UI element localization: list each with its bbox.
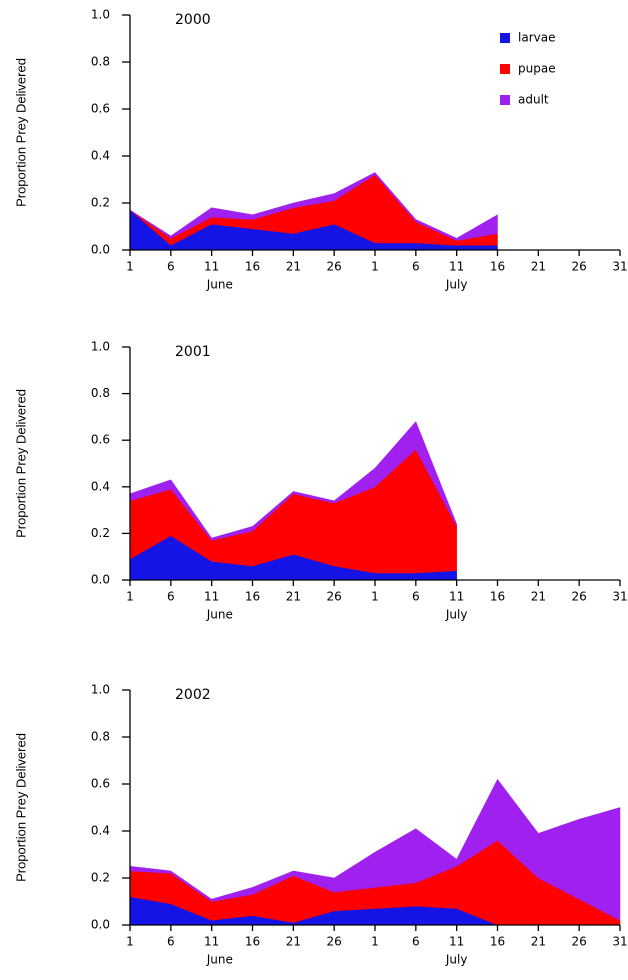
x-tick-label: 26 (572, 935, 587, 949)
y-tick-label: 0.4 (91, 824, 110, 838)
x-tick-label: 6 (412, 590, 420, 604)
area-adult (129, 421, 457, 541)
legend-label: larvae (518, 31, 555, 45)
x-tick-label: 31 (612, 590, 627, 604)
x-tick-label: 26 (572, 590, 587, 604)
x-tick-label: 6 (412, 935, 420, 949)
y-tick-label: 0.0 (91, 573, 110, 587)
y-tick-label: 0.2 (91, 871, 110, 885)
x-tick-label: 1 (371, 935, 379, 949)
x-tick-label: 26 (327, 260, 342, 274)
x-tick-label: 16 (490, 935, 505, 949)
x-tick-label: 21 (531, 935, 546, 949)
y-tick-label: 0.6 (91, 433, 110, 447)
month-label: July (445, 278, 468, 292)
x-tick-label: 11 (204, 260, 219, 274)
x-tick-label: 26 (327, 935, 342, 949)
legend-swatch (500, 33, 510, 43)
x-tick-label: 16 (245, 590, 260, 604)
x-tick-label: 1 (126, 260, 134, 274)
y-tick-label: 0.4 (91, 479, 110, 493)
legend-swatch (500, 64, 510, 74)
month-label: June (206, 953, 233, 967)
x-tick-label: 11 (449, 260, 464, 274)
y-tick-label: 1.0 (91, 340, 110, 354)
y-tick-label: 1.0 (91, 683, 110, 697)
x-tick-label: 31 (612, 260, 627, 274)
y-tick-label: 0.0 (91, 243, 110, 257)
x-tick-label: 26 (327, 590, 342, 604)
x-tick-label: 6 (167, 590, 175, 604)
x-tick-label: 31 (612, 935, 627, 949)
legend-label: pupae (518, 62, 556, 76)
x-tick-label: 16 (490, 260, 505, 274)
x-tick-label: 16 (490, 590, 505, 604)
y-tick-label: 0.6 (91, 777, 110, 791)
y-tick-label: 0.4 (91, 149, 110, 163)
x-tick-label: 11 (204, 590, 219, 604)
x-tick-label: 11 (204, 935, 219, 949)
y-tick-label: 0.8 (91, 730, 110, 744)
x-tick-label: 16 (245, 935, 260, 949)
x-tick-label: 21 (286, 590, 301, 604)
legend-swatch (500, 95, 510, 105)
y-axis-label: Proportion Prey Delivered (13, 389, 28, 538)
y-tick-label: 0.0 (91, 918, 110, 932)
legend-label: adult (518, 93, 549, 107)
x-tick-label: 11 (449, 935, 464, 949)
x-tick-label: 21 (286, 260, 301, 274)
x-tick-label: 11 (449, 590, 464, 604)
x-tick-label: 1 (371, 590, 379, 604)
y-axis-label: Proportion Prey Delivered (13, 58, 28, 207)
chart-title: 2002 (175, 687, 211, 703)
y-tick-label: 0.6 (91, 102, 110, 116)
y-tick-label: 0.8 (91, 386, 110, 400)
chart-title: 2001 (175, 344, 211, 360)
x-tick-label: 21 (531, 260, 546, 274)
y-tick-label: 1.0 (91, 8, 110, 22)
chart-title: 2000 (175, 12, 211, 28)
x-tick-label: 16 (245, 260, 260, 274)
x-tick-label: 1 (126, 590, 134, 604)
month-label: June (206, 608, 233, 622)
x-tick-label: 26 (572, 260, 587, 274)
x-tick-label: 21 (531, 590, 546, 604)
month-label: July (445, 953, 468, 967)
x-tick-label: 6 (412, 260, 420, 274)
y-axis-label: Proportion Prey Delivered (13, 733, 28, 882)
y-tick-label: 0.8 (91, 55, 110, 69)
y-tick-label: 0.2 (91, 196, 110, 210)
y-tick-label: 0.2 (91, 526, 110, 540)
month-label: June (206, 278, 233, 292)
x-tick-label: 21 (286, 935, 301, 949)
x-tick-label: 6 (167, 260, 175, 274)
x-tick-label: 6 (167, 935, 175, 949)
x-tick-label: 1 (371, 260, 379, 274)
area-adult (129, 778, 621, 921)
month-label: July (445, 608, 468, 622)
area-adult (129, 172, 498, 241)
x-tick-label: 1 (126, 935, 134, 949)
